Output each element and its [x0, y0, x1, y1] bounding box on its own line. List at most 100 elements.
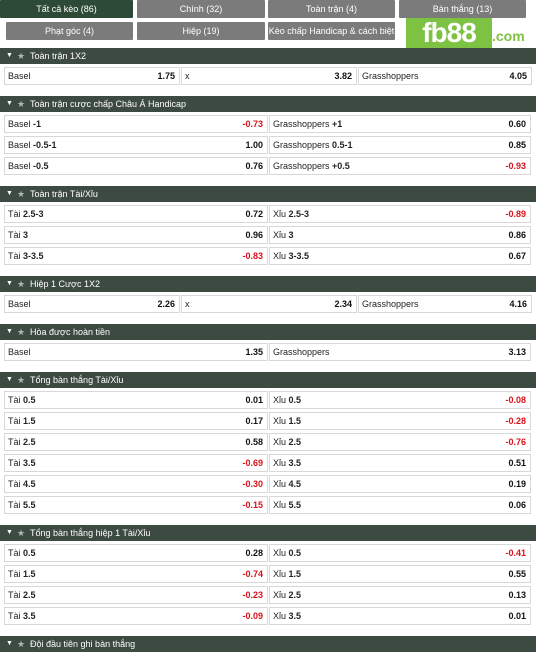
collapse-chevron-icon[interactable]: ▼ [6, 52, 13, 59]
odds-selection[interactable]: Tài 3.5 -0.69 [4, 454, 268, 472]
favorite-star-icon[interactable]: ★ [16, 639, 26, 649]
favorite-star-icon[interactable]: ★ [16, 51, 26, 61]
odds-selection[interactable]: Tài 1.5 0.17 [4, 412, 268, 430]
selection-label: Tài [8, 548, 21, 558]
odds-selection[interactable]: Tài 0.5 0.01 [4, 391, 268, 409]
selection-line: 0.5 [23, 395, 36, 405]
odds-selection[interactable]: Xỉu 3.5 0.01 [269, 607, 531, 625]
market-title: Toàn trận cược chấp Châu Á Handicap [30, 99, 187, 109]
odds-selection[interactable]: Basel -0.5-1 1.00 [4, 136, 268, 154]
odds-selection[interactable]: Tài 0.5 0.28 [4, 544, 268, 562]
odds-value: -0.69 [242, 458, 263, 468]
odds-selection[interactable]: Tài 2.5 -0.23 [4, 586, 268, 604]
favorite-star-icon[interactable]: ★ [16, 189, 26, 199]
collapse-chevron-icon[interactable]: ▼ [6, 190, 13, 197]
odds-selection[interactable]: Grasshoppers +0.5 -0.93 [269, 157, 531, 175]
odds-row: Tài 4.5 -0.30 Xỉu 4.5 0.19 [4, 475, 532, 493]
tab-halves[interactable]: Hiệp (19) [137, 22, 265, 40]
odds-selection[interactable]: x 2.34 [181, 295, 357, 313]
odds-selection[interactable]: Xỉu 3 0.86 [269, 226, 531, 244]
odds-row: Tài 3 0.96 Xỉu 3 0.86 [4, 226, 532, 244]
collapse-chevron-icon[interactable]: ▼ [6, 280, 13, 287]
tab-all-markets[interactable]: Tất cả kèo (86) [0, 0, 133, 18]
odds-selection[interactable]: Xỉu 2.5 -0.76 [269, 433, 531, 451]
odds-selection[interactable]: Grasshoppers 4.16 [358, 295, 532, 313]
odds-selection[interactable]: Basel -0.5 0.76 [4, 157, 268, 175]
selection-label: Basel [8, 161, 31, 171]
odds-selection[interactable]: Basel 1.75 [4, 67, 180, 85]
market-title: Tổng bàn thắng Tài/Xỉu [30, 375, 124, 385]
selection-label: Tài [8, 209, 21, 219]
tab-handicap-margin[interactable]: Kèo chấp Handicap & cách biệt (3) [268, 22, 395, 54]
market-header[interactable]: ▼ ★ Toàn trận Tài/Xỉu [0, 186, 536, 202]
odds-selection[interactable]: Xỉu 0.5 -0.41 [269, 544, 531, 562]
market-header[interactable]: ▼ ★ Hòa được hoàn tiền [0, 324, 536, 340]
odds-value: -0.15 [242, 500, 263, 510]
odds-selection[interactable]: Grasshoppers 0.5-1 0.85 [269, 136, 531, 154]
tab-full-match[interactable]: Toàn trận (4) [268, 0, 395, 18]
collapse-chevron-icon[interactable]: ▼ [6, 376, 13, 383]
tab-corners[interactable]: Phạt góc (4) [6, 22, 133, 40]
odds-selection[interactable]: Xỉu 2.5 0.13 [269, 586, 531, 604]
odds-selection[interactable]: Grasshoppers 4.05 [358, 67, 532, 85]
odds-selection[interactable]: Grasshoppers 3.13 [269, 343, 531, 361]
market-title: Tổng bàn thắng hiệp 1 Tài/Xỉu [30, 528, 151, 538]
odds-selection[interactable]: Basel 2.26 [4, 295, 180, 313]
odds-value: 3.13 [508, 347, 526, 357]
favorite-star-icon[interactable]: ★ [16, 375, 26, 385]
selection-name: Xỉu 2.5 [273, 437, 301, 447]
market-header[interactable]: ▼ ★ Toàn trận 1X2 [0, 48, 536, 64]
odds-selection[interactable]: Grasshoppers +1 0.60 [269, 115, 531, 133]
market-header[interactable]: ▼ ★ Tổng bàn thắng hiệp 1 Tài/Xỉu [0, 525, 536, 541]
odds-selection[interactable]: x 3.82 [181, 67, 357, 85]
market-header[interactable]: ▼ ★ Hiệp 1 Cược 1X2 [0, 276, 536, 292]
selection-name: Basel -1 [8, 119, 41, 129]
odds-selection[interactable]: Basel -1 -0.73 [4, 115, 268, 133]
odds-selection[interactable]: Xỉu 5.5 0.06 [269, 496, 531, 514]
market-header[interactable]: ▼ ★ Đội đầu tiên ghi bàn thắng [0, 636, 536, 652]
odds-selection[interactable]: Xỉu 4.5 0.19 [269, 475, 531, 493]
selection-line: 3.5 [288, 458, 302, 468]
odds-selection[interactable]: Tài 2.5-3 0.72 [4, 205, 268, 223]
odds-selection[interactable]: Tài 3-3.5 -0.83 [4, 247, 268, 265]
selection-name: Grasshoppers +1 [273, 119, 342, 129]
odds-value: -0.93 [505, 161, 526, 171]
tab-goals[interactable]: Bàn thắng (13) [399, 0, 526, 18]
market-title: Hiệp 1 Cược 1X2 [30, 279, 100, 289]
selection-name: Basel [8, 347, 31, 357]
tab-main[interactable]: Chính (32) [137, 0, 265, 18]
favorite-star-icon[interactable]: ★ [16, 327, 26, 337]
selection-label: Xỉu [273, 500, 287, 510]
selection-name: Tài 4.5 [8, 479, 36, 489]
odds-selection[interactable]: Xỉu 1.5 -0.28 [269, 412, 531, 430]
odds-selection[interactable]: Tài 1.5 -0.74 [4, 565, 268, 583]
odds-selection[interactable]: Tài 3 0.96 [4, 226, 268, 244]
odds-selection[interactable]: Tài 4.5 -0.30 [4, 475, 268, 493]
selection-name: Tài 0.5 [8, 548, 36, 558]
selection-label: Xỉu [273, 209, 287, 219]
odds-selection[interactable]: Tài 3.5 -0.09 [4, 607, 268, 625]
odds-value: -0.83 [242, 251, 263, 261]
market-header[interactable]: ▼ ★ Tổng bàn thắng Tài/Xỉu [0, 372, 536, 388]
favorite-star-icon[interactable]: ★ [16, 528, 26, 538]
collapse-chevron-icon[interactable]: ▼ [6, 640, 13, 647]
odds-row: Tài 3.5 -0.69 Xỉu 3.5 0.51 [4, 454, 532, 472]
odds-selection[interactable]: Xỉu 1.5 0.55 [269, 565, 531, 583]
favorite-star-icon[interactable]: ★ [16, 279, 26, 289]
odds-selection[interactable]: Basel 1.35 [4, 343, 268, 361]
odds-selection[interactable]: Xỉu 0.5 -0.08 [269, 391, 531, 409]
market-header[interactable]: ▼ ★ Toàn trận cược chấp Châu Á Handicap [0, 96, 536, 112]
collapse-chevron-icon[interactable]: ▼ [6, 328, 13, 335]
odds-selection[interactable]: Tài 5.5 -0.15 [4, 496, 268, 514]
favorite-star-icon[interactable]: ★ [16, 99, 26, 109]
odds-value: 0.17 [245, 416, 263, 426]
collapse-chevron-icon[interactable]: ▼ [6, 529, 13, 536]
odds-selection[interactable]: Xỉu 2.5-3 -0.89 [269, 205, 531, 223]
markets-list: ▼ ★ Toàn trận 1X2 Basel 1.75 x 3.82 Grasshopper… [0, 48, 536, 652]
odds-selection[interactable]: Tài 2.5 0.58 [4, 433, 268, 451]
collapse-chevron-icon[interactable]: ▼ [6, 100, 13, 107]
odds-selection[interactable]: Xỉu 3-3.5 0.67 [269, 247, 531, 265]
section-spacer [0, 89, 536, 96]
odds-selection[interactable]: Xỉu 3.5 0.51 [269, 454, 531, 472]
selection-line: 0.5 [288, 548, 302, 558]
